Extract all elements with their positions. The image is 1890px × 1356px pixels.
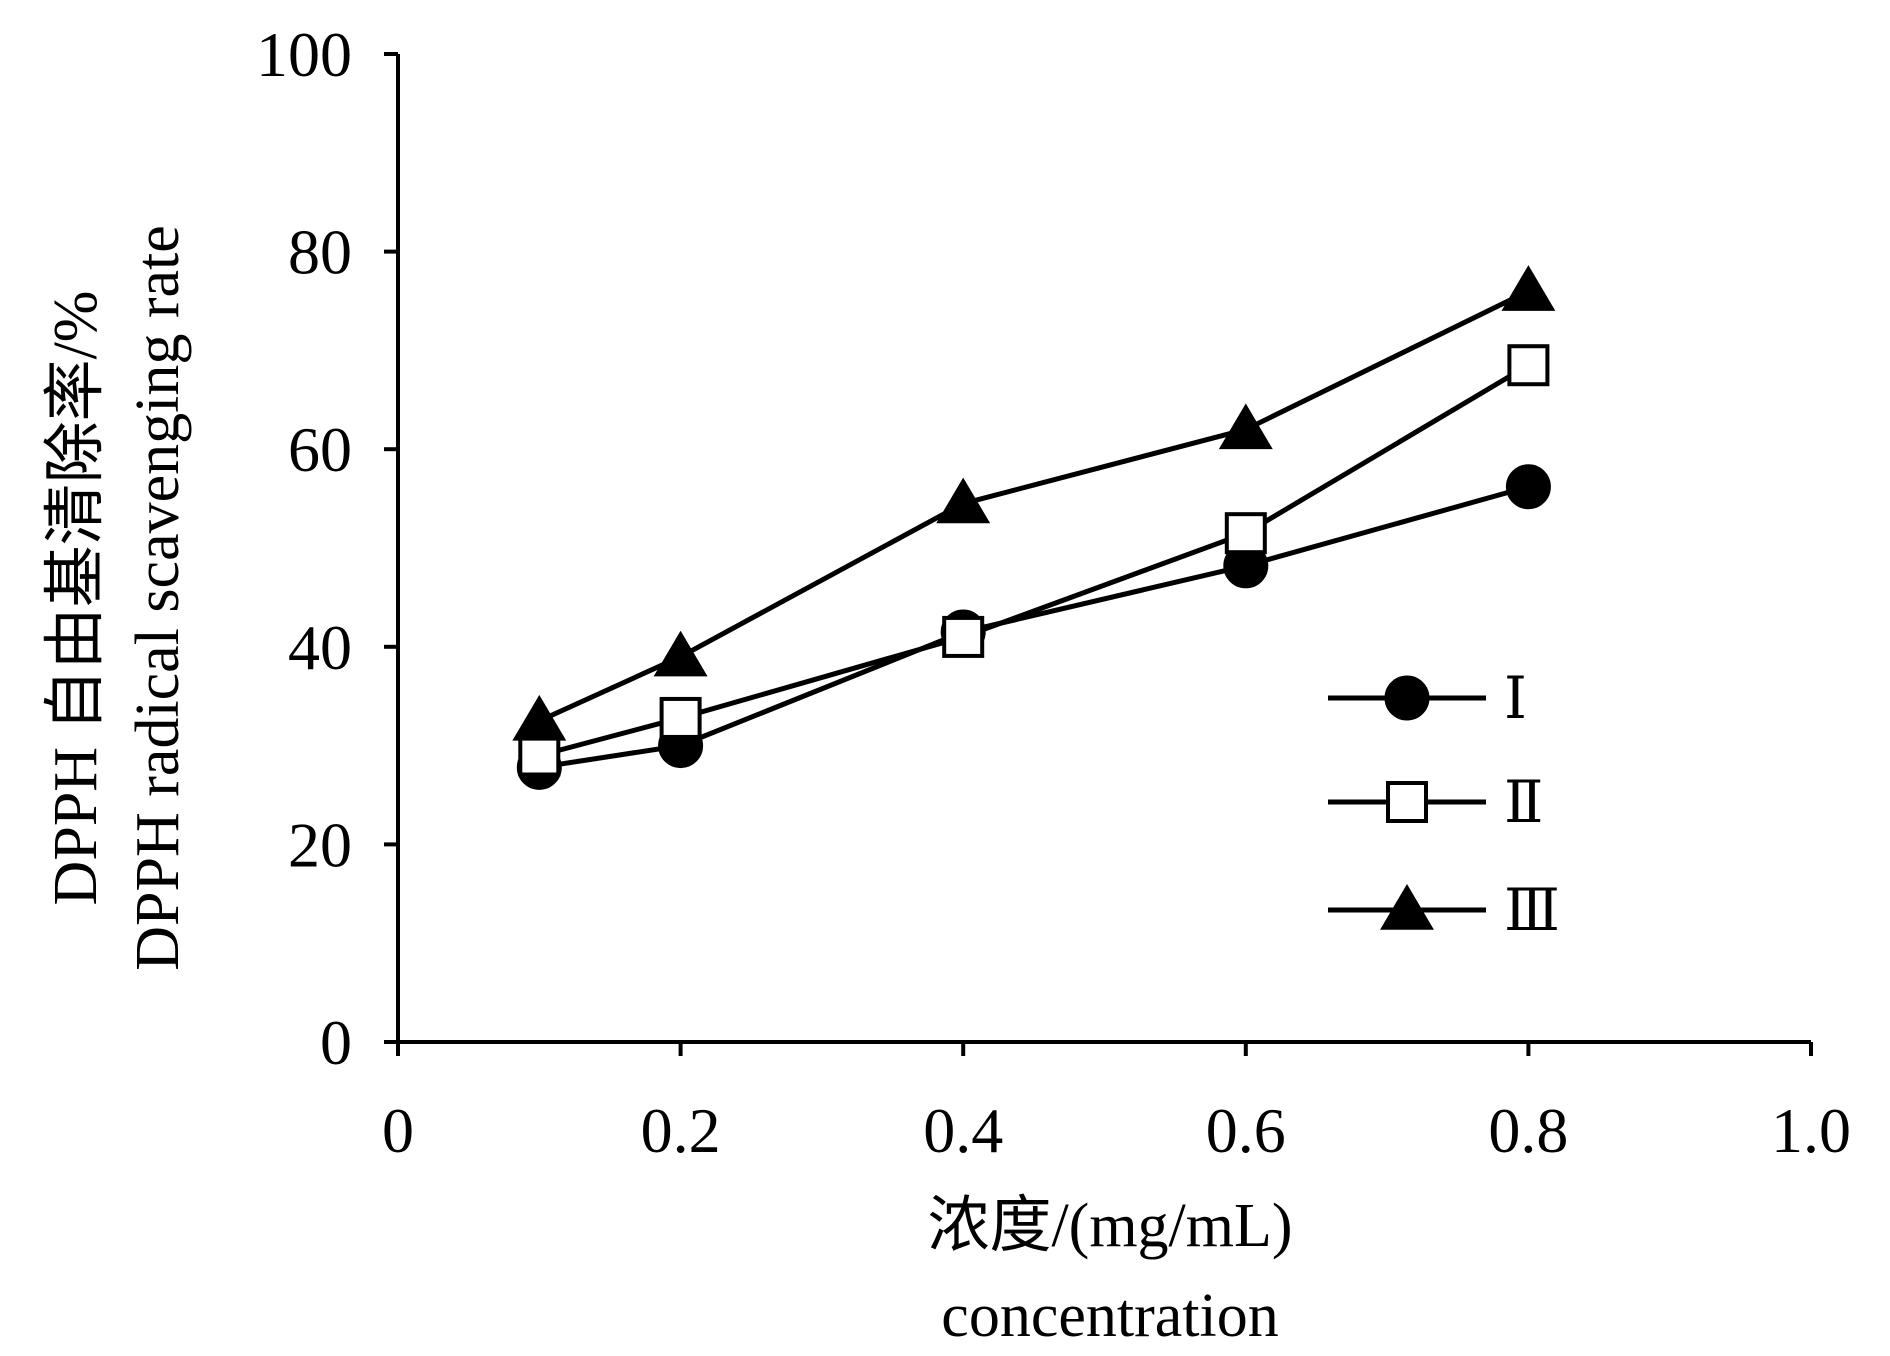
data-point-series-2	[1224, 512, 1267, 555]
data-point-series-3	[1501, 265, 1556, 311]
data-point-series-2	[659, 696, 702, 739]
y-axis-title-en: DPPH radical scavenging rate	[124, 225, 192, 970]
x-tick-label: 0.4	[923, 1095, 1003, 1166]
x-axis-title-en: concentration	[941, 1282, 1278, 1350]
x-tick-label: 0.8	[1488, 1095, 1568, 1166]
data-point-series-3	[936, 477, 991, 524]
legend-marker-2	[1386, 781, 1428, 823]
y-tick-label: 40	[288, 612, 352, 683]
legend: Ⅰ Ⅱ Ⅲ	[1328, 666, 1560, 943]
data-point-series-2	[518, 734, 561, 777]
y-tick-label: 80	[288, 217, 352, 288]
x-tick-label: 0.6	[1206, 1095, 1286, 1166]
series-layer	[512, 265, 1556, 790]
data-point-series-2	[942, 615, 985, 658]
legend-label-3: Ⅲ	[1504, 878, 1560, 943]
data-point-series-3	[653, 630, 708, 677]
x-tick-label: 1.0	[1771, 1095, 1851, 1166]
y-tick-label: 20	[288, 809, 352, 880]
y-tick-label: 60	[288, 414, 352, 485]
axes: 0 0.2 0.4 0.6 0.8 1.0 0 20 40 60 80 100	[256, 19, 1851, 1166]
legend-marker-1	[1384, 675, 1430, 721]
y-axis-title: DPPH 自由基清除率/%	[42, 291, 110, 906]
data-point-series-3	[1218, 403, 1273, 450]
data-point-series-3	[512, 694, 567, 741]
legend-marker-3	[1380, 884, 1434, 930]
x-axis-title: 浓度/(mg/mL)	[927, 1192, 1292, 1260]
x-tick-label: 0.2	[641, 1095, 721, 1166]
legend-label-1: Ⅰ	[1504, 666, 1527, 731]
y-tick-label: 0	[320, 1007, 352, 1078]
legend-label-2: Ⅱ	[1504, 770, 1543, 835]
data-point-series-2	[1507, 344, 1550, 387]
data-point-series-1	[1505, 464, 1551, 510]
x-tick-label: 0	[382, 1095, 414, 1166]
y-tick-label: 100	[256, 19, 352, 90]
